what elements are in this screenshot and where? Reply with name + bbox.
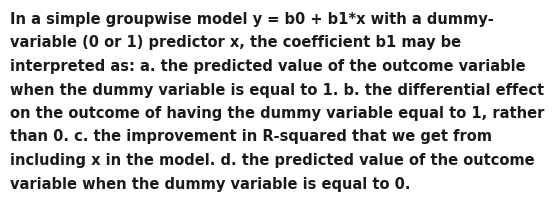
Text: on the outcome of having the dummy variable equal to 1, rather: on the outcome of having the dummy varia… bbox=[10, 106, 545, 121]
Text: interpreted as: a. the predicted value of the outcome variable: interpreted as: a. the predicted value o… bbox=[10, 59, 526, 74]
Text: including x in the model. d. the predicted value of the outcome: including x in the model. d. the predict… bbox=[10, 153, 535, 168]
Text: In a simple groupwise model y = b0 + b1*x with a dummy-: In a simple groupwise model y = b0 + b1*… bbox=[10, 12, 494, 27]
Text: when the dummy variable is equal to 1. b. the differential effect: when the dummy variable is equal to 1. b… bbox=[10, 83, 544, 98]
Text: variable when the dummy variable is equal to 0.: variable when the dummy variable is equa… bbox=[10, 176, 411, 191]
Text: variable (0 or 1) predictor x, the coefficient b1 may be: variable (0 or 1) predictor x, the coeff… bbox=[10, 36, 461, 51]
Text: than 0. c. the improvement in R-squared that we get from: than 0. c. the improvement in R-squared … bbox=[10, 130, 492, 144]
